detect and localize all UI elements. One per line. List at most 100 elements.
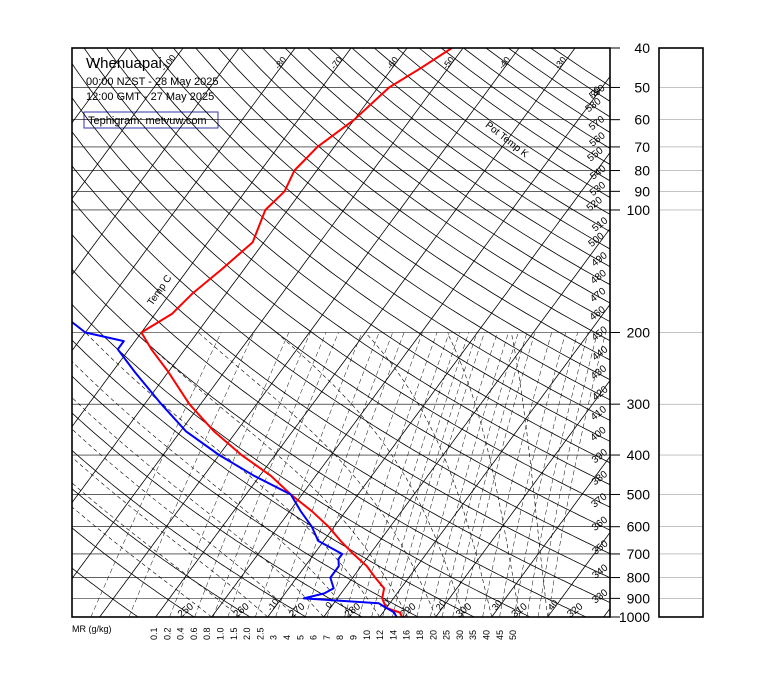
mixing-ratio-axis: MR (g/kg) 0.1 0.2 0.4 0.6 0.8 1.0 1.5 2.0 2.5 3 4 5… — [72, 624, 518, 640]
mixing-ratio-tick: 9 — [349, 635, 359, 640]
mixing-ratio-line — [548, 332, 606, 617]
isotherm-line — [72, 48, 408, 504]
pressure-tick: 70 — [634, 139, 650, 155]
mixing-ratio-tick: 8 — [335, 635, 345, 640]
dry-adiabat-line — [418, 48, 610, 182]
isotherm-line — [99, 48, 520, 617]
dry-adiabat-line — [72, 449, 307, 617]
temperature-tick: -50 — [440, 55, 456, 71]
mixing-ratio-line — [513, 332, 578, 617]
saturated-adiabat-line — [85, 332, 380, 617]
isotherm-line — [72, 48, 296, 352]
mixing-ratio-line — [499, 332, 566, 617]
wind-panel — [658, 47, 704, 618]
mixing-ratio-tick: 0.4 — [176, 627, 186, 640]
saturated-adiabat-line — [72, 482, 240, 617]
isotherm-line — [72, 48, 184, 200]
mixing-ratio-line — [401, 332, 485, 617]
potential-temp-tick: 480 — [589, 268, 609, 287]
credit-box — [83, 111, 219, 129]
isotherm-line — [603, 607, 610, 617]
isotherm-line — [379, 303, 610, 617]
isotherm-line — [491, 455, 610, 617]
mixing-ratio-tick: 7 — [322, 635, 332, 640]
mixing-ratio-tick: 2.5 — [255, 627, 265, 640]
temperature-profile — [140, 48, 453, 617]
mixing-ratio-tick: 30 — [455, 630, 465, 640]
dry-adiabat-line — [83, 48, 610, 464]
pressure-tick: 500 — [627, 487, 651, 503]
temperature-tick: -80 — [272, 55, 288, 71]
dry-adiabat-line — [72, 339, 475, 617]
mixing-ratio-tick: 5 — [295, 635, 305, 640]
potential-temp-tick: 340 — [590, 562, 610, 581]
dry-adiabat-line — [195, 48, 610, 361]
isopleth-grid — [0, 48, 760, 626]
potential-temp-tick: 570 — [587, 114, 607, 133]
isotherm-line — [155, 48, 576, 617]
mixing-ratio-line — [305, 332, 405, 617]
dry-adiabat-line — [72, 96, 610, 508]
mixing-ratio-line — [482, 332, 552, 617]
potential-temp-tick: 330 — [590, 587, 610, 606]
sounding-profiles — [72, 48, 453, 617]
saturated-adiabat-line — [276, 332, 464, 617]
pressure-tick: 300 — [627, 396, 651, 412]
isotherm-line — [435, 379, 610, 617]
mixing-ratio-line — [90, 332, 222, 617]
dry-adiabat-line — [72, 165, 610, 555]
dry-adiabat-line — [485, 48, 610, 133]
saturated-adiabat-line — [72, 360, 352, 617]
isotherm-line — [211, 75, 610, 617]
dry-adiabat-line — [173, 48, 610, 381]
pressure-tick: 800 — [627, 570, 651, 586]
isotherm-line — [653, 48, 760, 626]
mixing-ratio-tick: 1.0 — [216, 627, 226, 640]
dry-adiabat-line — [72, 527, 195, 617]
saturated-adiabat-line — [365, 332, 492, 617]
mixing-ratio-line — [461, 332, 536, 617]
potential-temp-tick: 390 — [590, 447, 610, 466]
pressure-tick: 80 — [634, 163, 650, 179]
temperature-tick: 40 — [546, 598, 560, 612]
temperature-tick: 30 — [490, 598, 504, 612]
potential-temp-tick: 420 — [590, 384, 610, 403]
saturated-adiabat-line — [72, 428, 296, 617]
potential-temp-tick: 410 — [589, 404, 609, 423]
potential-temp-tick: 460 — [588, 304, 608, 323]
mixing-ratio-line — [416, 332, 498, 617]
mixing-ratio-line — [392, 332, 478, 617]
dry-adiabat-line — [72, 62, 610, 486]
saturated-adiabat-line — [72, 506, 212, 617]
mixing-ratio-line — [128, 332, 255, 617]
pressure-tick: 400 — [627, 447, 651, 463]
credit-link[interactable]: Tephigram: metvuw.com — [88, 115, 207, 127]
isotherm-line — [0, 48, 15, 626]
mixing-ratio-axis-label: MR (g/kg) — [72, 624, 112, 634]
potential-temp-tick: 430 — [589, 363, 609, 382]
local-time: 00:00 NZST - 28 May 2025 — [86, 76, 218, 88]
dewpoint-profile — [72, 320, 398, 617]
potential-temp-tick: 560 — [588, 130, 608, 149]
saturated-adiabat-line — [198, 332, 436, 617]
mixing-ratio-tick: 18 — [415, 630, 425, 640]
mixing-ratio-line — [169, 332, 290, 617]
potential-temp-tick: 380 — [590, 469, 610, 488]
dry-adiabat-line — [106, 48, 610, 442]
temperature-tick: -60 — [384, 55, 400, 71]
saturated-adiabat-line — [72, 397, 324, 617]
mixing-ratio-tick: 40 — [482, 630, 492, 640]
temperature-tick: 0 — [323, 600, 334, 610]
mixing-ratio-tick: 25 — [442, 630, 452, 640]
pressure-tick: 40 — [634, 40, 650, 56]
mixing-ratio-tick: 0.2 — [162, 627, 172, 640]
mixing-ratio-tick: 45 — [495, 630, 505, 640]
mixing-ratio-line — [291, 332, 393, 617]
mixing-ratio-line — [382, 332, 470, 617]
mixing-ratio-line — [275, 332, 380, 617]
mixing-ratio-tick: 12 — [375, 630, 385, 640]
saturated-adiabat-line — [446, 332, 520, 617]
mixing-ratio-lines — [90, 332, 606, 617]
potential-temp-tick: 440 — [590, 344, 610, 363]
